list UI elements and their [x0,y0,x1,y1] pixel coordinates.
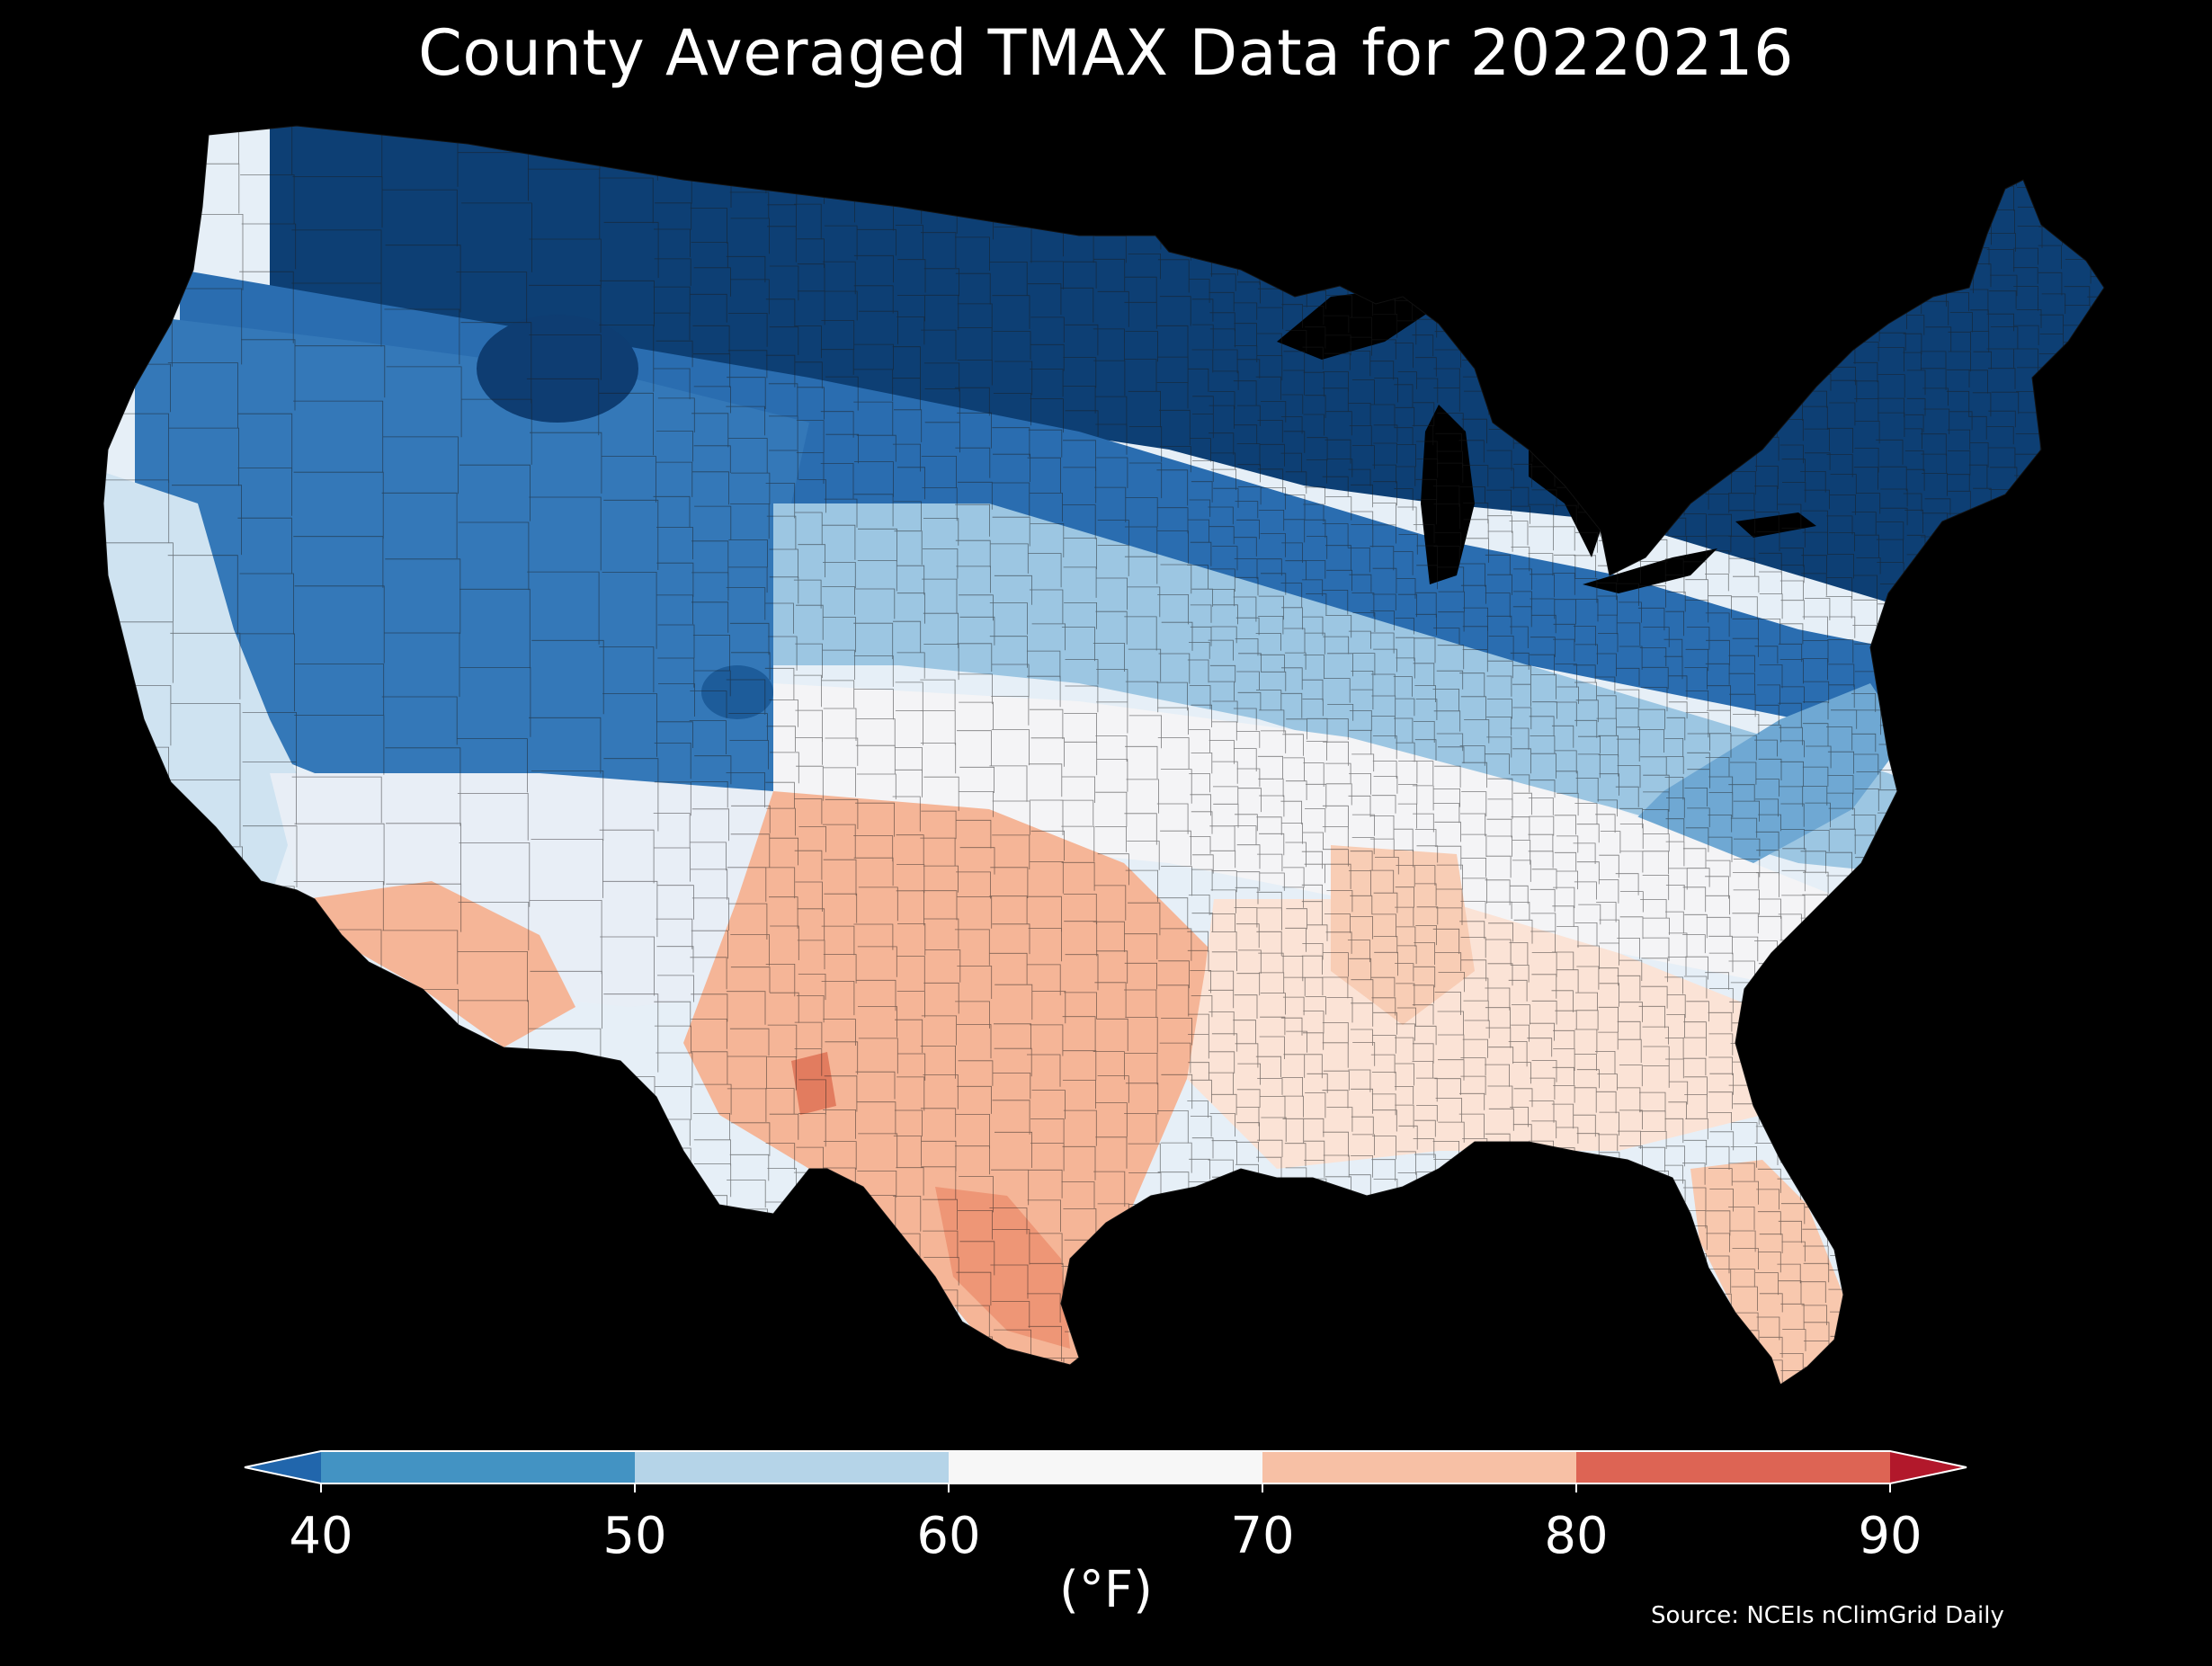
region-arizona-warm [306,881,575,1047]
colorbar-unit-label: (°F) [1059,1561,1153,1619]
region-mountain-west [135,315,809,809]
lake-ontario [1735,512,1816,538]
region-rockies-dark-2 [701,665,773,719]
colorbar-bin-40-50 [321,1451,635,1483]
colorbar-tick-label: 60 [916,1507,981,1565]
colorbar-bin-60-70 [949,1451,1262,1483]
colorbar-tick-label: 70 [1230,1507,1295,1565]
region-west-texas-max [791,1052,836,1115]
source-credit: Source: NCEIs nClimGrid Daily [1651,1602,2004,1629]
colorbar-tick-marks [320,1483,1891,1492]
colorbar-tick-label: 80 [1544,1507,1609,1565]
region-rockies-dark-1 [477,315,638,423]
colorbar-tick-label: 50 [602,1507,667,1565]
colorbar-over-arrow [1890,1451,1967,1483]
region-california-light [103,468,306,899]
colorbar-bin-50-60 [635,1451,949,1483]
lake-superior [1277,288,1439,360]
colorbar-tick-label: 90 [1858,1507,1922,1565]
colorbar-bin-80-90 [1576,1451,1890,1483]
region-southern-plains-warm [683,791,1214,1367]
colorbar [244,1450,1967,1492]
colorbar-tick-label: 40 [289,1507,353,1565]
region-south-texas-max [935,1187,1070,1349]
region-florida [1690,1160,1843,1385]
colorbar-bin-70-80 [1262,1451,1576,1483]
colorbar-under-arrow [245,1451,321,1483]
chart-title: County Averaged TMAX Data for 20220216 [417,16,1795,90]
